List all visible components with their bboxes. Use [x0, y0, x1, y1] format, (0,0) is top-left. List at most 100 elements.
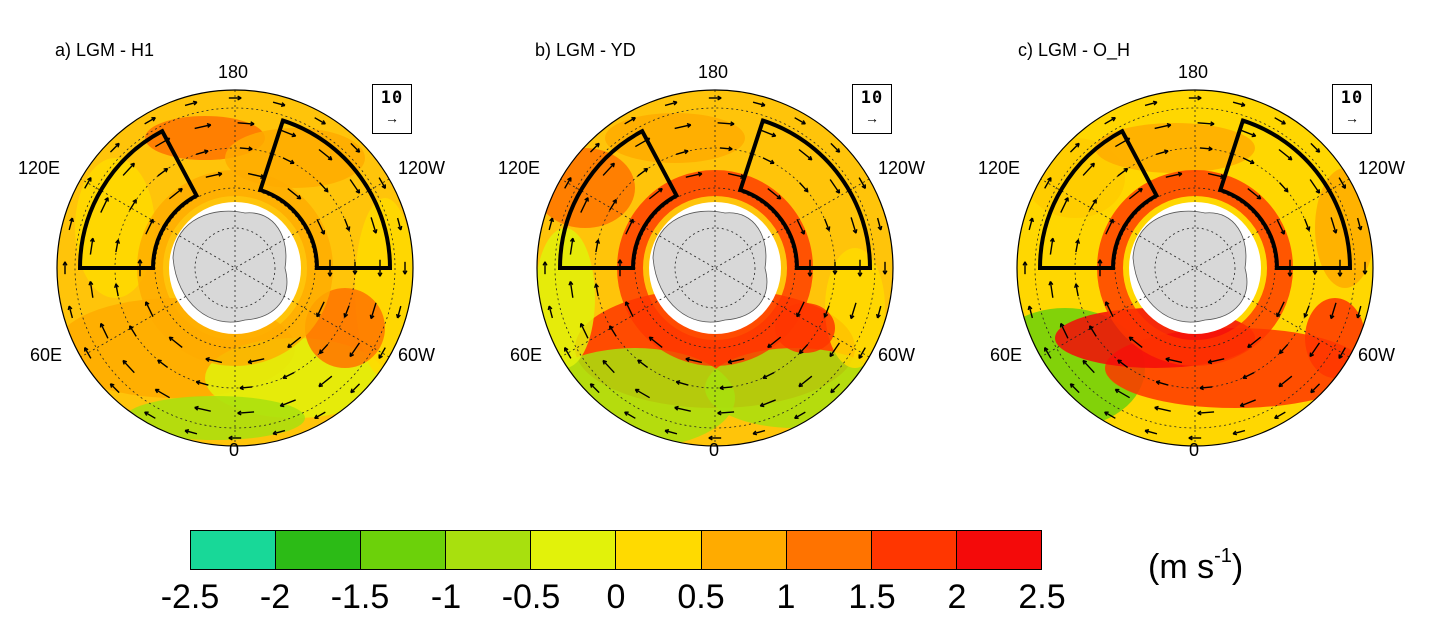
wind-vector-head	[1138, 187, 1143, 193]
wind-vector	[318, 375, 333, 388]
wind-vector	[89, 238, 94, 255]
wind-vector	[1304, 218, 1310, 231]
wind-vector	[1104, 411, 1116, 419]
wind-vector	[344, 305, 350, 318]
colorbar-cell	[955, 530, 1042, 570]
wind-vector-head	[730, 121, 735, 127]
wind-vector-head	[381, 184, 387, 189]
wind-vector	[280, 399, 296, 407]
wind-vector-head	[858, 354, 863, 359]
wind-vector	[876, 217, 882, 231]
wind-vector	[676, 150, 689, 155]
wind-vector	[319, 182, 329, 193]
wind-vector-head	[1155, 380, 1161, 386]
wind-vector-head	[327, 272, 333, 277]
wind-vector	[1240, 399, 1256, 407]
wind-vector-head	[727, 359, 733, 365]
anomaly-blob	[125, 396, 305, 440]
wind-vector-head	[130, 162, 135, 168]
wind-vector	[1128, 188, 1143, 200]
wind-vector	[580, 197, 589, 213]
wind-vector-head	[83, 347, 89, 352]
wind-vector-head	[1090, 162, 1095, 168]
wind-vector	[676, 381, 689, 386]
wind-vector-head	[1329, 314, 1335, 320]
wind-vector-head	[237, 410, 242, 416]
wind-vector	[194, 124, 211, 130]
wind-vector-head	[282, 374, 287, 380]
wind-vector-head	[314, 414, 319, 420]
wind-vector	[1028, 305, 1034, 319]
wind-vector-head	[129, 325, 134, 330]
wind-vector	[824, 305, 830, 318]
meridian-line	[1040, 178, 1350, 358]
wind-vector	[664, 429, 678, 435]
wind-vector-head	[612, 198, 617, 204]
wind-vector	[239, 147, 253, 150]
wind-vector	[272, 101, 286, 107]
wind-vector	[1197, 411, 1215, 414]
wind-vector	[1044, 347, 1052, 359]
wind-vector-head	[237, 95, 242, 101]
wind-vector	[1156, 381, 1169, 386]
wind-vector	[396, 305, 402, 319]
wind-vector	[1279, 182, 1289, 193]
wind-vector-head	[397, 225, 403, 231]
wind-vector-head	[1104, 301, 1110, 306]
wind-vector	[196, 150, 209, 155]
wind-vector	[184, 429, 198, 435]
label-0: 0	[229, 440, 240, 460]
anomaly-blob	[537, 148, 635, 228]
wind-vector-head	[1029, 217, 1035, 223]
wind-vector	[1274, 411, 1286, 419]
wind-vector	[1144, 429, 1158, 435]
wind-vector-head	[769, 159, 775, 165]
wind-vector	[1276, 219, 1285, 235]
wind-vector-head	[206, 123, 212, 128]
wind-vector-head	[617, 259, 623, 264]
anomaly-blob	[605, 113, 745, 163]
colorbar-cell	[360, 530, 447, 570]
wind-vector	[1274, 117, 1286, 125]
wind-vector-head	[595, 142, 600, 148]
label-180: 180	[218, 62, 249, 82]
wind-vector	[685, 172, 703, 178]
wind-vector	[1075, 239, 1079, 253]
latitude-circle	[554, 107, 876, 429]
wind-vector	[115, 239, 119, 253]
wind-vector-head	[345, 226, 351, 231]
wind-vector-head	[250, 121, 255, 127]
wind-vector-head	[122, 359, 128, 365]
wind-vector-head	[1128, 336, 1134, 342]
wind-vector	[1044, 177, 1052, 189]
antarctica	[652, 210, 768, 323]
wind-vector-head	[807, 272, 813, 277]
wind-vector	[1105, 301, 1114, 317]
reference-vector-key: 10 →	[1332, 84, 1372, 134]
wind-vector	[1278, 375, 1293, 388]
wind-vector	[68, 305, 74, 319]
wind-vector	[635, 388, 650, 399]
wind-vector-head	[1278, 382, 1284, 388]
wind-vector	[1279, 343, 1289, 354]
wind-vector	[68, 217, 74, 231]
panel-title: c) LGM - O_H	[1018, 40, 1131, 60]
wind-vector-head	[803, 187, 809, 193]
wind-vector	[84, 347, 92, 359]
polar-map	[1016, 89, 1374, 447]
wind-vector-head	[296, 194, 302, 200]
wind-vector-head	[801, 120, 806, 125]
wind-vector	[1115, 388, 1130, 399]
wind-vector-head	[631, 116, 636, 122]
wind-vector	[564, 347, 572, 359]
wind-vector	[287, 336, 302, 348]
wind-vector-head	[760, 102, 766, 108]
wind-vector	[247, 358, 265, 364]
wind-vector	[287, 188, 302, 200]
wind-vector	[762, 157, 775, 164]
colorbar-cell	[445, 530, 532, 570]
label-120e: 120E	[18, 158, 61, 178]
wind-vector	[100, 197, 109, 213]
wind-vector	[648, 336, 663, 348]
wind-vector	[1356, 217, 1362, 231]
